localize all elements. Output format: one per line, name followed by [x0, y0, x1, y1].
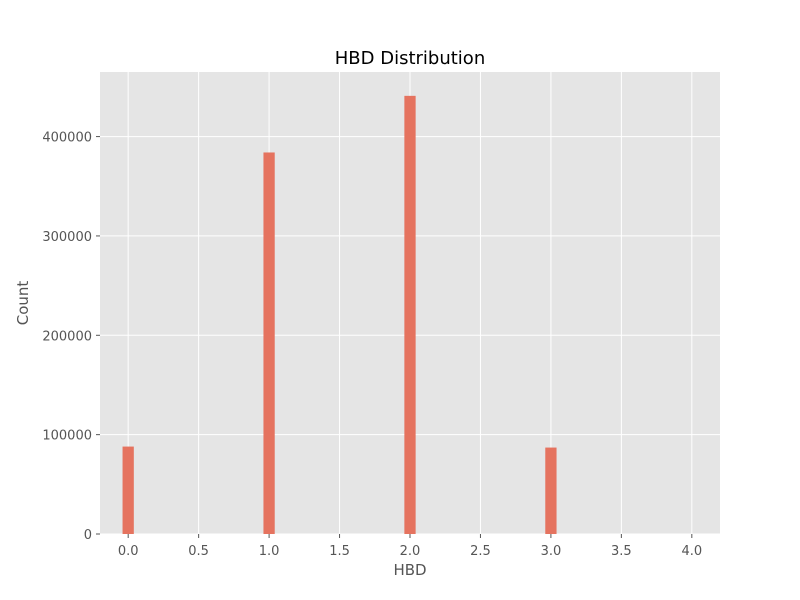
y-tick-label: 0: [84, 528, 92, 543]
x-tick-label: 2.0: [400, 544, 421, 559]
x-tick-label: 3.5: [611, 544, 632, 559]
x-tick-label: 0.0: [118, 544, 139, 559]
x-tick-label: 2.5: [470, 544, 491, 559]
x-tick-label: 4.0: [681, 544, 702, 559]
histogram-bar: [122, 446, 134, 534]
histogram-bar: [263, 152, 275, 534]
histogram-bar: [404, 95, 416, 535]
x-tick-label: 1.5: [329, 544, 350, 559]
x-axis-label: HBD: [393, 561, 426, 579]
x-axis-ticks: 0.0 0.5 1.0 1.5 2.0 2.5 3.0 3.5 4.0: [118, 534, 702, 559]
y-axis-ticks: 0 100000 200000 300000 400000: [42, 131, 100, 543]
y-tick-label: 200000: [42, 329, 92, 344]
y-tick-label: 300000: [42, 230, 92, 245]
chart-title: HBD Distribution: [335, 48, 485, 69]
y-tick-label: 400000: [42, 131, 92, 146]
x-tick-label: 3.0: [541, 544, 562, 559]
histogram-bar: [545, 447, 557, 534]
bars: [122, 95, 557, 535]
y-tick-label: 100000: [42, 429, 92, 444]
x-tick-label: 0.5: [188, 544, 209, 559]
x-tick-label: 1.0: [259, 544, 280, 559]
y-axis-label: Count: [14, 281, 32, 326]
